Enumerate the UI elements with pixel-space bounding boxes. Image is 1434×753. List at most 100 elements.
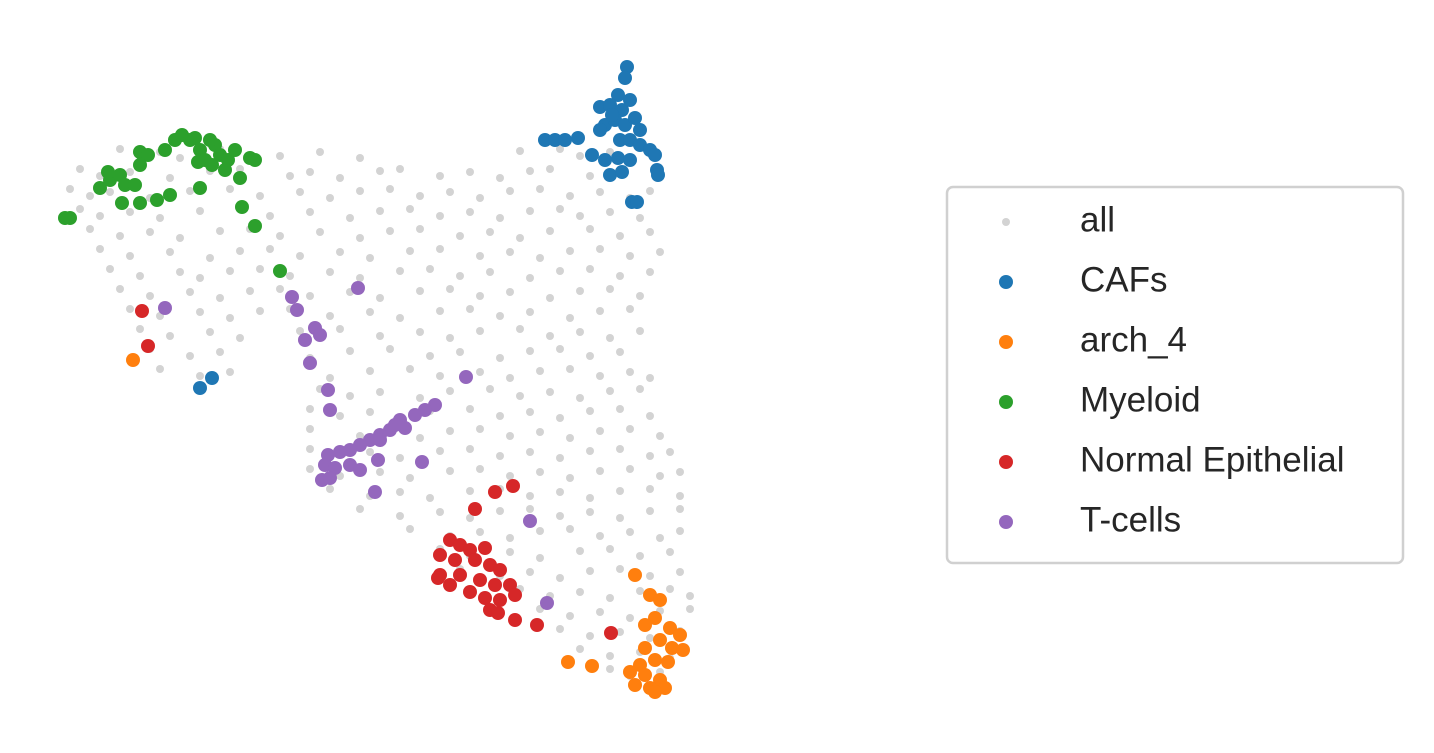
scatter-point (586, 352, 594, 360)
scatter-point (596, 372, 604, 380)
scatter-point (466, 208, 474, 216)
scatter-point (436, 508, 444, 516)
scatter-point (326, 485, 334, 493)
scatter-point (353, 463, 367, 477)
legend-label: Normal Epithelial (1080, 440, 1345, 479)
scatter-point (626, 368, 634, 376)
scatter-point (620, 60, 634, 74)
scatter-point (651, 168, 665, 182)
scatter-point (276, 285, 284, 293)
scatter-point (176, 268, 184, 276)
scatter-point (623, 153, 637, 167)
scatter-point (366, 367, 374, 375)
legend-label: all (1080, 200, 1115, 239)
scatter-point (648, 148, 662, 162)
scatter-point (205, 371, 219, 385)
scatter-point (623, 93, 637, 107)
scatter-point (476, 425, 484, 433)
legend-marker (999, 395, 1013, 409)
scatter-point (606, 545, 614, 553)
scatter-point (576, 212, 584, 220)
scatter-point (366, 448, 374, 456)
scatter-point (656, 432, 664, 440)
scatter-point (646, 572, 654, 580)
scatter-point (356, 505, 364, 513)
scatter-point (593, 123, 607, 137)
scatter-point (476, 368, 484, 376)
scatter-point (506, 187, 514, 195)
scatter-point (96, 245, 104, 253)
scatter-point (508, 588, 522, 602)
scatter-point (536, 254, 544, 262)
scatter-point (493, 593, 507, 607)
legend-label: Myeloid (1080, 380, 1201, 419)
scatter-point (576, 547, 584, 555)
scatter-point (193, 181, 207, 195)
scatter-point (366, 308, 374, 316)
scatter-point (431, 571, 445, 585)
scatter-point (226, 185, 234, 193)
scatter-point (653, 593, 667, 607)
scatter-point (648, 685, 662, 699)
scatter-point (576, 152, 584, 160)
scatter-point (446, 285, 454, 293)
legend-marker (999, 515, 1013, 529)
scatter-point (371, 453, 385, 467)
scatter-point (566, 247, 574, 255)
scatter-point (446, 188, 454, 196)
scatter-point (585, 659, 599, 673)
scatter-point (636, 385, 644, 393)
scatter-point (326, 194, 334, 202)
scatter-point (146, 228, 154, 236)
scatter-point (626, 305, 634, 313)
scatter-point (466, 405, 474, 413)
scatter-point (356, 234, 364, 242)
scatter-point (656, 534, 664, 542)
scatter-point (616, 348, 624, 356)
scatter-point (606, 208, 614, 216)
scatter-point (488, 578, 502, 592)
scatter-point (606, 387, 614, 395)
scatter-point (646, 452, 654, 460)
scatter-point (526, 308, 534, 316)
scatter-point (118, 178, 132, 192)
scatter-point (666, 585, 674, 593)
scatter-point (516, 392, 524, 400)
scatter-point (101, 165, 115, 179)
scatter-point (606, 285, 614, 293)
legend: all CAFs arch_4 Myeloid Normal Epithelial T-c… (945, 185, 1405, 565)
scatter-point (356, 187, 364, 195)
scatter-point (436, 307, 444, 315)
scatter-point (286, 272, 294, 280)
scatter-point (586, 567, 594, 575)
scatter-point (596, 307, 604, 315)
scatter-point (126, 168, 134, 176)
scatter-point (246, 287, 254, 295)
scatter-point (526, 568, 534, 576)
scatter-point (566, 365, 574, 373)
scatter-point (216, 227, 224, 235)
scatter-point (506, 534, 514, 542)
scatter-point (135, 304, 149, 318)
scatter-point (496, 214, 504, 222)
scatter-point (373, 433, 387, 447)
scatter-point (526, 505, 534, 513)
scatter-point (626, 614, 634, 622)
scatter-point (306, 445, 314, 453)
scatter-point (468, 502, 482, 516)
scatter-point (653, 633, 667, 647)
scatter-point (496, 354, 504, 362)
scatter-point (150, 193, 164, 207)
scatter-point (156, 365, 164, 373)
scatter-point (158, 301, 172, 315)
scatter-point (236, 165, 244, 173)
scatter-point (226, 314, 234, 322)
scatter-point (206, 328, 214, 336)
scatter-point (296, 327, 304, 335)
scatter-point (156, 214, 164, 222)
scatter-point (538, 133, 552, 147)
scatter-point (336, 248, 344, 256)
scatter-point (476, 194, 484, 202)
scatter-point (196, 372, 204, 380)
